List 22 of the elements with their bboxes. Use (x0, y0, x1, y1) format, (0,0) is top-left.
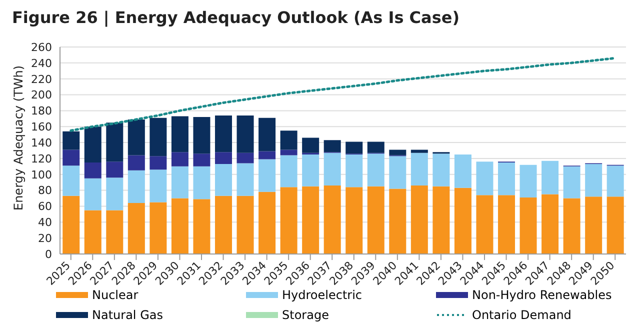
y-tick-label: 40 (38, 216, 52, 230)
y-tick-label: 20 (38, 232, 52, 245)
legend-label: Hydroelectric (282, 288, 362, 302)
y-tick-label: 260 (31, 40, 52, 54)
y-tick-label: 80 (38, 184, 52, 198)
y-tick-label: 140 (31, 136, 52, 150)
y-tick-label: 0 (45, 248, 52, 261)
y-tick-label: 60 (38, 200, 52, 214)
y-tick-label: 180 (31, 104, 52, 118)
y-tick-label: 200 (31, 88, 52, 102)
y-tick-label: 220 (31, 72, 52, 86)
legend-label: Nuclear (92, 288, 138, 302)
y-tick-label: 120 (31, 152, 52, 166)
chart-title: Figure 26 | Energy Adequacy Outlook (As Is Case) (11, 8, 461, 29)
y-tick-label: 100 (31, 168, 52, 182)
y-tick-label: 240 (31, 56, 52, 70)
legend-label: Non-Hydro Renewables (472, 288, 612, 302)
y-tick-label: 160 (31, 120, 52, 134)
y-axis-title: Energy Adequacy (TWh) (11, 65, 26, 210)
legend-label: Natural Gas (92, 308, 163, 322)
legend-label: Storage (282, 308, 329, 322)
legend-label: Ontario Demand (472, 308, 572, 322)
